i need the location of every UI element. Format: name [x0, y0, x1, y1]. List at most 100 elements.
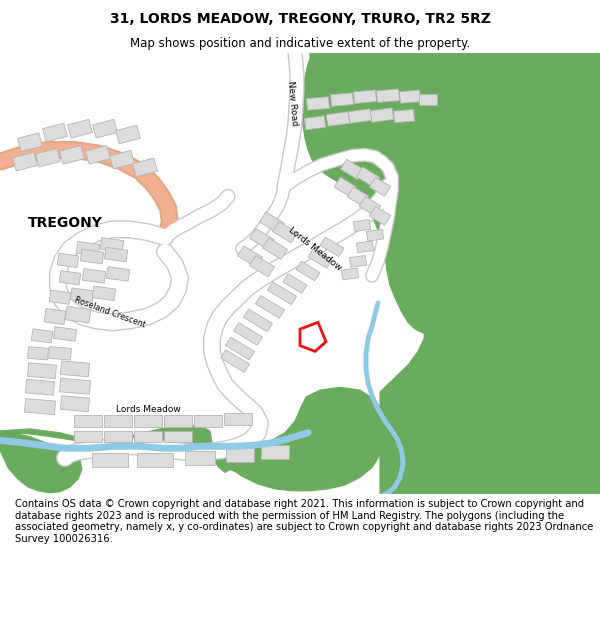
- Polygon shape: [76, 241, 100, 256]
- Polygon shape: [250, 229, 275, 249]
- Polygon shape: [164, 431, 192, 442]
- Polygon shape: [250, 256, 275, 277]
- Text: TREGONY: TREGONY: [28, 216, 103, 229]
- Polygon shape: [92, 119, 118, 138]
- Polygon shape: [25, 399, 56, 414]
- Polygon shape: [326, 112, 350, 126]
- Polygon shape: [210, 419, 374, 484]
- Polygon shape: [369, 177, 391, 196]
- Polygon shape: [272, 222, 298, 243]
- Polygon shape: [233, 322, 263, 345]
- Polygon shape: [49, 347, 71, 360]
- Polygon shape: [65, 306, 91, 323]
- Polygon shape: [86, 146, 110, 164]
- Polygon shape: [134, 415, 162, 427]
- Polygon shape: [137, 453, 173, 467]
- Polygon shape: [164, 415, 192, 427]
- Polygon shape: [61, 361, 89, 377]
- Polygon shape: [43, 123, 67, 142]
- Polygon shape: [380, 247, 600, 494]
- Polygon shape: [25, 379, 55, 395]
- Polygon shape: [367, 229, 383, 241]
- Polygon shape: [59, 271, 81, 285]
- Polygon shape: [70, 288, 94, 302]
- Polygon shape: [347, 187, 369, 206]
- Polygon shape: [238, 246, 263, 267]
- Polygon shape: [226, 338, 254, 360]
- Polygon shape: [262, 238, 287, 259]
- Polygon shape: [224, 413, 252, 425]
- Polygon shape: [49, 290, 71, 304]
- Polygon shape: [31, 329, 53, 343]
- Polygon shape: [104, 248, 128, 262]
- Polygon shape: [302, 53, 440, 256]
- Polygon shape: [348, 109, 372, 123]
- Polygon shape: [320, 237, 344, 256]
- Polygon shape: [0, 388, 385, 491]
- Polygon shape: [104, 415, 132, 427]
- Polygon shape: [349, 256, 367, 268]
- Polygon shape: [80, 249, 104, 264]
- Polygon shape: [0, 431, 82, 492]
- Polygon shape: [340, 159, 364, 179]
- Polygon shape: [68, 119, 92, 138]
- Text: Roseland Crescent: Roseland Crescent: [73, 296, 146, 329]
- Polygon shape: [226, 448, 254, 462]
- Polygon shape: [110, 151, 134, 169]
- Polygon shape: [296, 261, 320, 281]
- Polygon shape: [268, 282, 296, 304]
- Text: Lords Meadow: Lords Meadow: [116, 405, 181, 414]
- Polygon shape: [334, 177, 356, 196]
- Polygon shape: [185, 451, 215, 465]
- Polygon shape: [353, 219, 371, 231]
- Text: 31, LORDS MEADOW, TREGONY, TRURO, TR2 5RZ: 31, LORDS MEADOW, TREGONY, TRURO, TR2 5R…: [110, 12, 491, 26]
- Polygon shape: [356, 167, 380, 187]
- Polygon shape: [256, 296, 284, 318]
- Polygon shape: [92, 286, 116, 301]
- Polygon shape: [104, 431, 132, 442]
- Polygon shape: [220, 350, 250, 372]
- Polygon shape: [400, 90, 421, 103]
- Polygon shape: [100, 238, 124, 252]
- Polygon shape: [134, 431, 162, 442]
- Polygon shape: [74, 431, 102, 442]
- Polygon shape: [435, 53, 600, 319]
- Polygon shape: [59, 146, 85, 164]
- Text: Lords Meadow: Lords Meadow: [287, 225, 343, 272]
- Polygon shape: [116, 125, 140, 144]
- Polygon shape: [394, 109, 415, 123]
- Polygon shape: [82, 269, 106, 283]
- Polygon shape: [244, 309, 272, 332]
- Polygon shape: [53, 327, 77, 341]
- Polygon shape: [419, 94, 437, 106]
- Polygon shape: [92, 453, 128, 467]
- Polygon shape: [106, 267, 130, 281]
- Polygon shape: [377, 89, 400, 102]
- Polygon shape: [382, 189, 480, 337]
- Polygon shape: [331, 93, 353, 106]
- Polygon shape: [61, 396, 89, 412]
- Polygon shape: [283, 274, 307, 293]
- Text: Map shows position and indicative extent of the property.: Map shows position and indicative extent…: [130, 38, 470, 50]
- Polygon shape: [369, 206, 391, 226]
- Polygon shape: [44, 309, 66, 324]
- Polygon shape: [341, 268, 359, 280]
- Polygon shape: [74, 415, 102, 427]
- Text: New Road: New Road: [286, 81, 298, 126]
- Polygon shape: [261, 446, 289, 459]
- Polygon shape: [359, 197, 381, 216]
- Polygon shape: [194, 415, 222, 427]
- Text: Contains OS data © Crown copyright and database right 2021. This information is : Contains OS data © Crown copyright and d…: [15, 499, 593, 544]
- Polygon shape: [308, 249, 332, 268]
- Polygon shape: [13, 152, 37, 171]
- Polygon shape: [356, 241, 374, 252]
- Polygon shape: [307, 97, 329, 110]
- Polygon shape: [35, 148, 61, 167]
- Polygon shape: [17, 133, 43, 151]
- Polygon shape: [133, 158, 157, 177]
- Polygon shape: [259, 212, 284, 233]
- Polygon shape: [353, 90, 376, 103]
- Polygon shape: [57, 253, 79, 268]
- Polygon shape: [28, 363, 56, 379]
- Polygon shape: [59, 378, 91, 394]
